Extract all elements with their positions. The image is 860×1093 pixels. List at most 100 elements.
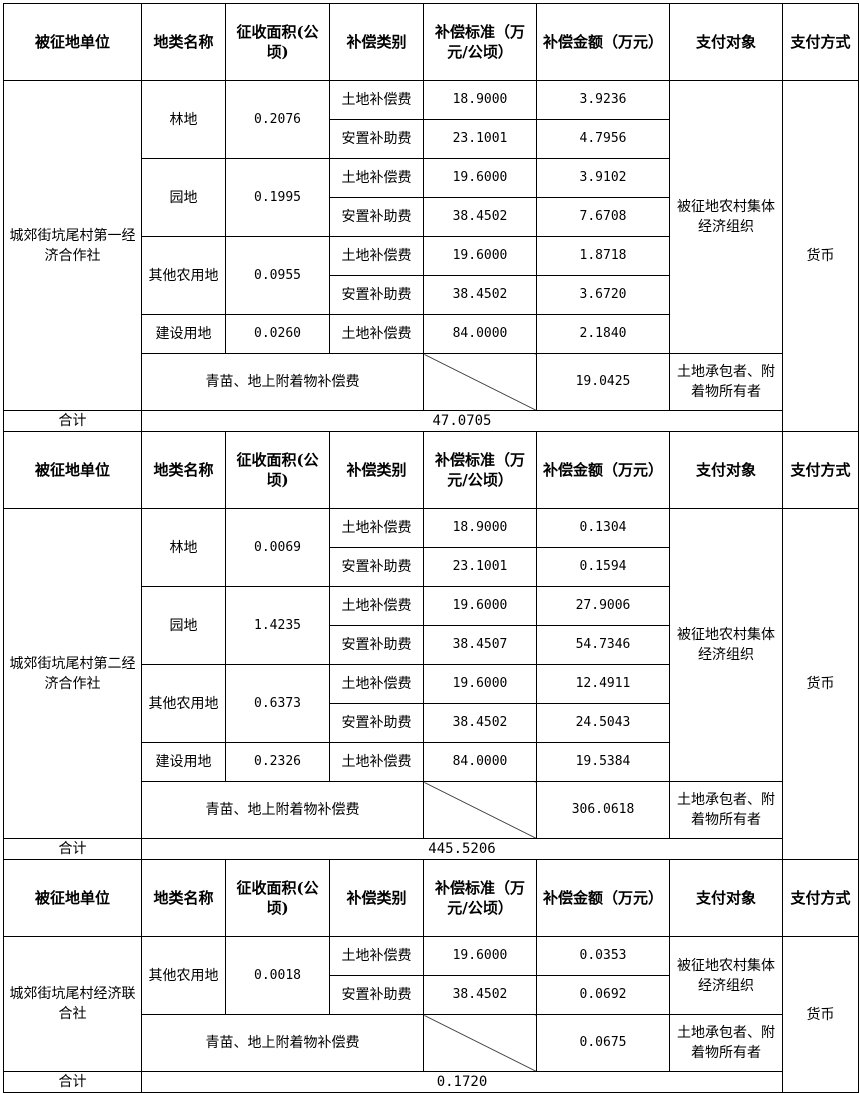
compensation-standard: 19.6000	[423, 936, 537, 976]
compensation-category: 安置补助费	[329, 547, 424, 587]
column-header: 支付方式	[782, 3, 859, 81]
column-header: 支付对象	[669, 3, 783, 81]
column-header: 补偿标准（万元/公顷）	[423, 3, 537, 81]
compensation-amount: 27.9006	[536, 586, 670, 626]
compensation-standard: 19.6000	[423, 158, 537, 198]
compensation-category: 安置补助费	[329, 197, 424, 237]
total-row: 合计 445.5206	[3, 838, 859, 860]
standard-empty	[423, 781, 537, 839]
attachment-payee: 土地承包者、附着物所有者	[669, 781, 783, 839]
area: 0.0018	[225, 936, 330, 1015]
payee: 被征地农村集体经济组织	[669, 508, 783, 782]
compensation-amount: 0.0692	[536, 975, 670, 1015]
total-value: 445.5206	[141, 838, 783, 860]
compensation-standard: 84.0000	[423, 742, 537, 782]
column-header: 支付对象	[669, 431, 783, 509]
area: 0.2326	[225, 742, 330, 782]
compensation-standard: 18.9000	[423, 508, 537, 548]
attachment-payee: 土地承包者、附着物所有者	[669, 1014, 783, 1072]
compensation-category: 土地补偿费	[329, 236, 424, 276]
compensation-amount: 54.7346	[536, 625, 670, 665]
compensation-category: 安置补助费	[329, 119, 424, 159]
column-header: 被征地单位	[3, 859, 142, 937]
total-row: 合计 0.1720	[3, 1071, 859, 1093]
compensation-standard: 19.6000	[423, 586, 537, 626]
compensation-category: 土地补偿费	[329, 742, 424, 782]
compensation-amount: 1.8718	[536, 236, 670, 276]
attachment-amount: 19.0425	[536, 353, 670, 411]
column-header: 支付方式	[782, 859, 859, 937]
compensation-standard: 23.1001	[423, 547, 537, 587]
column-header: 支付方式	[782, 431, 859, 509]
table-row: 城郊街坑尾村第一经济合作社 林地 0.2076 土地补偿费 18.9000 3.9236 被…	[3, 80, 859, 432]
column-header: 补偿金额（万元）	[536, 3, 670, 81]
column-header: 补偿标准（万元/公顷）	[423, 431, 537, 509]
compensation-standard: 38.4502	[423, 275, 537, 315]
column-header: 补偿金额（万元）	[536, 431, 670, 509]
table-row: 建设用地 0.0260 土地补偿费 84.0000 2.1840	[4, 314, 859, 354]
compensation-standard: 18.9000	[423, 80, 537, 120]
land-type: 林地	[141, 508, 226, 587]
compensation-category: 土地补偿费	[329, 158, 424, 198]
table-row: 安置补助费 38.4502 7.6708	[4, 197, 859, 237]
compensation-amount: 3.9236	[536, 80, 670, 120]
area: 0.6373	[225, 664, 330, 743]
compensation-amount: 0.1594	[536, 547, 670, 587]
column-header: 地类名称	[141, 431, 226, 509]
land-type: 建设用地	[141, 314, 226, 354]
compensation-amount: 24.5043	[536, 703, 670, 743]
standard-empty	[423, 1014, 537, 1072]
compensation-category: 土地补偿费	[329, 586, 424, 626]
column-header: 被征地单位	[3, 3, 142, 81]
area: 1.4235	[225, 586, 330, 665]
attachment-label: 青苗、地上附着物补偿费	[141, 781, 424, 839]
compensation-amount: 2.1840	[536, 314, 670, 354]
land-type: 其他农用地	[141, 664, 226, 743]
table-row: 安置补助费 38.4502 3.6720	[4, 275, 859, 315]
column-header: 征收面积(公顷)	[225, 3, 330, 81]
compensation-amount: 3.6720	[536, 275, 670, 315]
land-type: 建设用地	[141, 742, 226, 782]
table-row: 安置补助费 38.4507 54.7346	[4, 625, 859, 665]
land-type: 园地	[141, 586, 226, 665]
table-row: 城郊街坑尾村第二经济合作社 林地 0.0069 土地补偿费 18.9000 0.1304 被…	[3, 508, 859, 860]
attachment-row: 青苗、地上附着物补偿费 19.0425 土地承包者、附着物所有者	[4, 353, 859, 411]
compensation-category: 安置补助费	[329, 703, 424, 743]
area: 0.0955	[225, 236, 330, 315]
payee: 被征地农村集体经济组织	[669, 80, 783, 354]
compensation-amount: 7.6708	[536, 197, 670, 237]
compensation-amount: 19.5384	[536, 742, 670, 782]
compensation-category: 土地补偿费	[329, 664, 424, 704]
land-type: 园地	[141, 158, 226, 237]
header-row: 被征地单位 地类名称 征收面积(公顷) 补偿类别 补偿标准（万元/公顷） 补偿金额（万元）…	[3, 431, 859, 509]
table-row: 城郊街坑尾村经济联合社 其他农用地 0.0018 土地补偿费 19.6000 0.0353…	[3, 936, 859, 1093]
area: 0.0069	[225, 508, 330, 587]
payment-method: 货币	[782, 508, 859, 860]
compensation-standard: 38.4507	[423, 625, 537, 665]
unit-name: 城郊街坑尾村第一经济合作社	[3, 80, 142, 411]
attachment-amount: 306.0618	[536, 781, 670, 839]
column-header: 地类名称	[141, 859, 226, 937]
compensation-standard: 19.6000	[423, 236, 537, 276]
land-type: 其他农用地	[141, 936, 226, 1015]
attachment-label: 青苗、地上附着物补偿费	[141, 1014, 424, 1072]
compensation-standard: 19.6000	[423, 664, 537, 704]
unit-name: 城郊街坑尾村经济联合社	[3, 936, 142, 1072]
compensation-table: 被征地单位 地类名称 征收面积(公顷) 补偿类别 补偿标准（万元/公顷） 补偿金额（万元）…	[3, 3, 859, 1093]
column-header: 地类名称	[141, 3, 226, 81]
payment-method: 货币	[782, 936, 859, 1093]
column-header: 征收面积(公顷)	[225, 431, 330, 509]
total-value: 0.1720	[141, 1071, 783, 1093]
total-label: 合计	[3, 1071, 142, 1093]
column-header: 支付对象	[669, 859, 783, 937]
area: 0.2076	[225, 80, 330, 159]
table-row: 其他农用地 0.0955 土地补偿费 19.6000 1.8718	[4, 236, 859, 315]
compensation-category: 安置补助费	[329, 975, 424, 1015]
attachment-row: 青苗、地上附着物补偿费 306.0618 土地承包者、附着物所有者	[4, 781, 859, 839]
column-header: 补偿类别	[329, 3, 424, 81]
compensation-standard: 38.4502	[423, 197, 537, 237]
compensation-category: 安置补助费	[329, 275, 424, 315]
column-header: 被征地单位	[3, 431, 142, 509]
compensation-amount: 3.9102	[536, 158, 670, 198]
land-type: 其他农用地	[141, 236, 226, 315]
